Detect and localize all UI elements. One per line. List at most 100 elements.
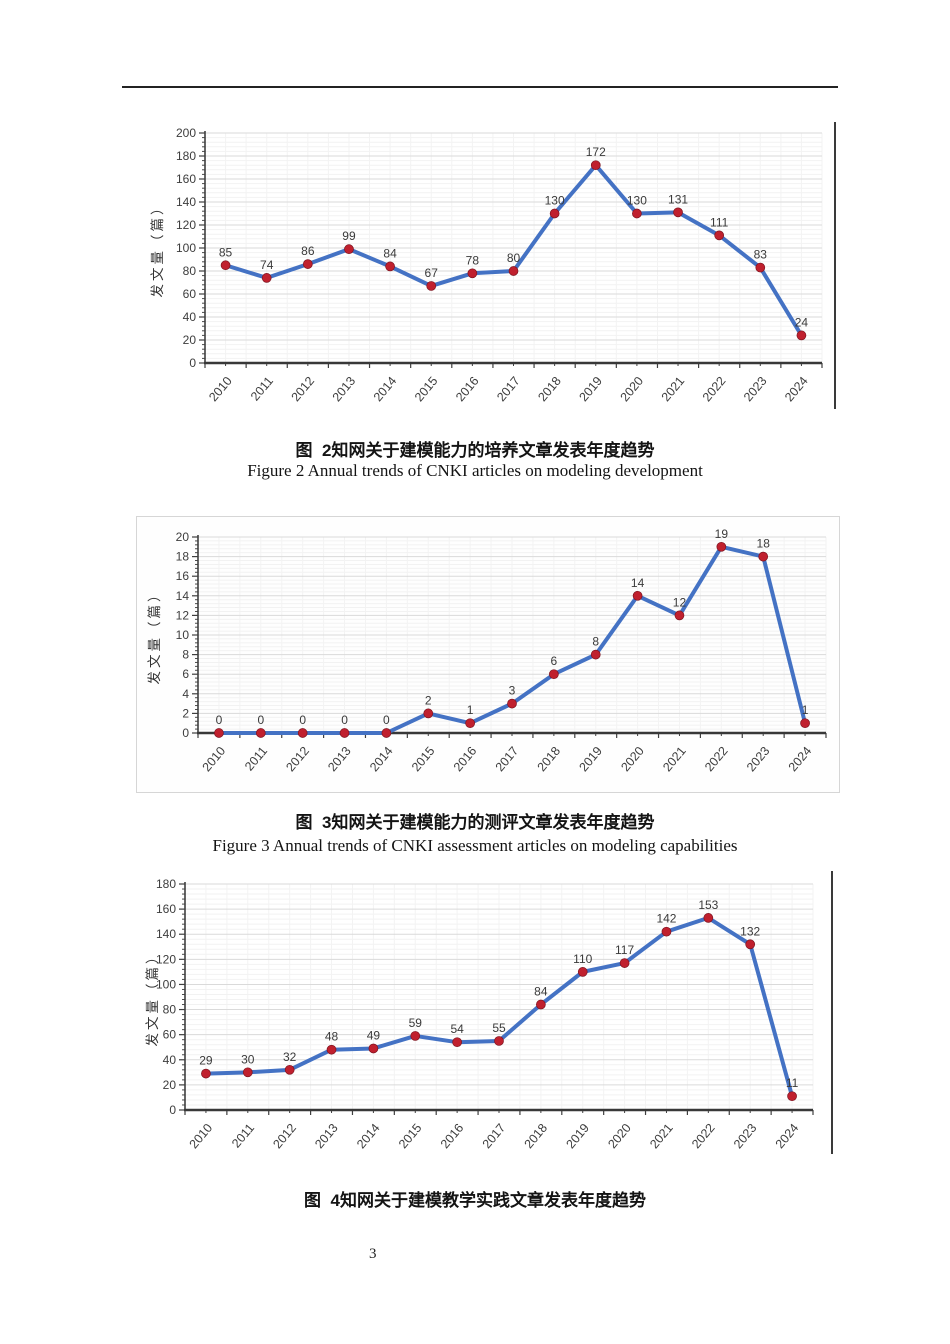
svg-text:2018: 2018 [522, 1121, 551, 1151]
svg-text:2014: 2014 [354, 1121, 383, 1151]
svg-text:24: 24 [795, 315, 809, 329]
svg-text:120: 120 [176, 218, 196, 232]
svg-text:2024: 2024 [786, 744, 815, 774]
svg-text:12: 12 [176, 608, 190, 622]
svg-text:2021: 2021 [660, 744, 689, 774]
svg-text:60: 60 [163, 1028, 177, 1042]
svg-text:2012: 2012 [289, 374, 318, 404]
svg-text:2015: 2015 [409, 744, 438, 774]
svg-text:2011: 2011 [242, 744, 270, 774]
svg-text:2022: 2022 [689, 1121, 718, 1151]
svg-text:120: 120 [156, 952, 176, 966]
svg-text:40: 40 [163, 1053, 177, 1067]
svg-text:180: 180 [176, 149, 196, 163]
svg-text:2017: 2017 [494, 374, 523, 404]
svg-text:86: 86 [301, 244, 315, 258]
svg-text:83: 83 [754, 248, 768, 262]
svg-text:18: 18 [176, 550, 190, 564]
header-rule [122, 86, 838, 88]
svg-text:131: 131 [668, 192, 688, 206]
svg-text:67: 67 [425, 266, 439, 280]
svg-text:2: 2 [425, 693, 432, 707]
svg-text:74: 74 [260, 258, 274, 272]
svg-text:2017: 2017 [493, 744, 522, 774]
svg-text:2018: 2018 [535, 744, 564, 774]
svg-text:2016: 2016 [451, 744, 480, 774]
svg-text:发文量（篇）: 发文量（篇） [145, 948, 160, 1047]
figure3-caption-en: Figure 3 Annual trends of CNKI assessmen… [212, 836, 738, 855]
svg-text:32: 32 [283, 1050, 297, 1064]
svg-text:55: 55 [492, 1021, 506, 1035]
svg-text:100: 100 [156, 977, 176, 991]
svg-text:2023: 2023 [741, 374, 770, 404]
svg-text:发文量（篇）: 发文量（篇） [150, 199, 165, 298]
svg-text:2022: 2022 [700, 374, 729, 404]
figure4-right-border-line [831, 871, 833, 1154]
svg-text:142: 142 [656, 912, 676, 926]
svg-text:2: 2 [182, 706, 189, 720]
svg-text:29: 29 [199, 1054, 213, 1068]
svg-text:40: 40 [183, 310, 197, 324]
svg-text:80: 80 [163, 1003, 177, 1017]
svg-text:2014: 2014 [371, 374, 400, 404]
svg-text:18: 18 [757, 537, 771, 551]
svg-text:49: 49 [367, 1028, 381, 1042]
svg-text:2024: 2024 [782, 374, 811, 404]
figure3-caption-zh: 图 3知网关于建模能力的测评文章发表年度趋势 [295, 813, 655, 832]
svg-text:160: 160 [156, 902, 176, 916]
svg-text:160: 160 [176, 172, 196, 186]
svg-text:14: 14 [176, 589, 190, 603]
svg-text:2016: 2016 [453, 374, 482, 404]
svg-text:6: 6 [182, 667, 189, 681]
svg-text:4: 4 [182, 687, 189, 701]
svg-text:2018: 2018 [535, 374, 564, 404]
svg-text:8: 8 [592, 635, 599, 649]
svg-text:200: 200 [176, 126, 196, 140]
page-number: 3 [369, 1246, 377, 1262]
svg-text:140: 140 [176, 195, 196, 209]
svg-text:2015: 2015 [396, 1121, 425, 1151]
svg-text:85: 85 [219, 245, 233, 259]
svg-text:0: 0 [383, 713, 390, 727]
svg-text:84: 84 [383, 246, 397, 260]
svg-text:140: 140 [156, 927, 176, 941]
svg-text:180: 180 [156, 877, 176, 891]
svg-text:2010: 2010 [187, 1121, 216, 1151]
svg-text:2010: 2010 [200, 744, 229, 774]
svg-text:111: 111 [710, 215, 729, 229]
svg-text:2019: 2019 [576, 374, 605, 404]
svg-text:发文量（篇）: 发文量（篇） [147, 586, 162, 685]
svg-text:2019: 2019 [576, 744, 605, 774]
svg-text:0: 0 [182, 726, 189, 740]
svg-text:2012: 2012 [283, 744, 312, 774]
svg-text:2015: 2015 [412, 374, 441, 404]
svg-text:2021: 2021 [659, 374, 688, 404]
svg-text:153: 153 [698, 898, 718, 912]
svg-text:2010: 2010 [206, 374, 235, 404]
svg-text:0: 0 [169, 1103, 176, 1117]
svg-text:2012: 2012 [270, 1121, 299, 1151]
svg-text:54: 54 [450, 1022, 464, 1036]
svg-text:130: 130 [627, 194, 647, 208]
svg-text:14: 14 [631, 576, 645, 590]
svg-text:30: 30 [241, 1052, 255, 1066]
svg-text:60: 60 [183, 287, 197, 301]
svg-text:2011: 2011 [229, 1121, 257, 1151]
svg-text:0: 0 [341, 713, 348, 727]
svg-text:20: 20 [163, 1078, 177, 1092]
svg-text:1: 1 [802, 703, 809, 717]
svg-text:11: 11 [786, 1076, 799, 1090]
svg-text:48: 48 [325, 1030, 339, 1044]
svg-text:110: 110 [573, 952, 592, 966]
svg-text:80: 80 [507, 251, 521, 265]
svg-text:99: 99 [342, 229, 356, 243]
figure2-caption-en: Figure 2 Annual trends of CNKI articles … [247, 461, 703, 480]
figure4-chart: 0 20 40 60 80 100 120 140 160 180 29 30 32 48 49 59 54 55… [143, 868, 835, 1161]
svg-text:3: 3 [509, 684, 516, 698]
svg-text:2016: 2016 [438, 1121, 467, 1151]
svg-text:19: 19 [715, 527, 729, 541]
svg-text:80: 80 [183, 264, 197, 278]
figure2-chart: 0 20 40 60 80 100 120 140 160 180 200 85 74 86 99 84 67 7… [150, 118, 840, 415]
svg-text:2023: 2023 [744, 744, 773, 774]
